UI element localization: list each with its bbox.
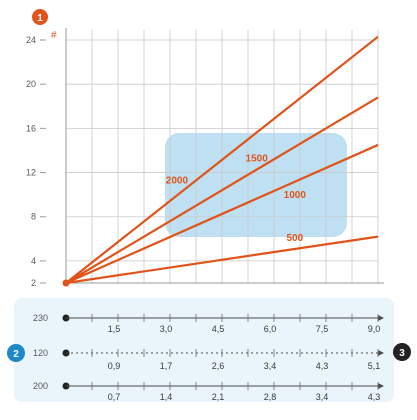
series-line-1000 [65,143,379,285]
secondary-axis-tick-label: 2,1 [212,392,225,402]
series-line-2000 [65,35,379,284]
right-marker-circle [393,343,411,361]
origin-point [62,279,70,287]
secondary-axis-tick-label: 1,4 [160,392,173,402]
secondary-axis-left-label: 230 [33,313,48,323]
secondary-axis-left-label: 200 [33,381,48,391]
bottom-scale-panel [14,298,394,402]
y-axis-label: # [51,30,57,41]
secondary-axis-tick-label: 4,3 [368,392,381,402]
secondary-axis-tick-label: 6,0 [264,324,277,334]
series-line-1500 [65,96,379,284]
secondary-axis-left-label: 120 [33,348,48,358]
series-labels: 2000 1500 1000 500 [166,154,307,244]
secondary-axis-tick-label: 3,4 [316,392,329,402]
y-tick-label: 16 [26,123,36,133]
secondary-axis-tick-label: 3,4 [264,361,277,371]
y-tick-label: 8 [31,212,36,222]
series-line-500 [65,235,379,285]
secondary-axis-tick-label: 3,0 [160,324,173,334]
secondary-axis-arrow [378,350,384,356]
secondary-axis-tick-label: 0,7 [108,392,121,402]
top-marker-label: 1 [37,13,43,24]
secondary-axis-tick-label: 9,0 [368,324,381,334]
highlight-zone [165,133,347,237]
y-tick-label: 24 [26,35,36,45]
top-marker: 1 # [32,9,57,41]
secondary-axis-tick-label: 0,9 [108,361,121,371]
right-marker: 3 [393,343,411,361]
secondary-axis-tick-label: 7,5 [316,324,329,334]
secondary-axis: 120 0,9 1,7 2,6 3,4 4,3 5,1 [33,348,384,371]
top-marker-circle [32,9,48,25]
left-marker-circle [7,344,25,362]
secondary-axis-tick-label: 2,8 [264,392,277,402]
y-tick-label: 20 [26,79,36,89]
secondary-axis-tick-label: 1,5 [108,324,121,334]
secondary-axis-arrow [378,315,384,321]
y-tick-label: 2 [31,278,36,288]
secondary-axis: 200 0,7 1,4 2,1 2,8 3,4 4,3 [33,381,384,402]
left-marker: 2 [7,344,25,362]
series-label-500: 500 [286,233,303,244]
series-label-1000: 1000 [284,190,307,201]
left-marker-label: 2 [13,349,19,360]
series-lines [62,35,379,287]
y-tick-label: 12 [26,168,36,178]
secondary-axis: 230 1,5 3,0 4,5 6,0 7,5 9,0 [33,313,384,334]
secondary-axis-tick-label: 4,5 [212,324,225,334]
right-marker-label: 3 [399,348,405,359]
series-label-1500: 1500 [246,154,269,165]
secondary-axis-arrow [378,383,384,389]
secondary-axis-tick-label: 1,7 [160,361,173,371]
y-tick-label: 4 [31,256,36,266]
axes [65,28,384,284]
secondary-axes: 230 1,5 3,0 4,5 6,0 7,5 9,0 120 0,9 1,7 2,6 3,4 4,3 5… [33,313,384,402]
secondary-axis-tick-label: 2,6 [212,361,225,371]
series-label-2000: 2000 [166,175,189,186]
secondary-axis-tick-label: 5,1 [368,361,381,371]
secondary-axis-tick-label: 4,3 [316,361,329,371]
